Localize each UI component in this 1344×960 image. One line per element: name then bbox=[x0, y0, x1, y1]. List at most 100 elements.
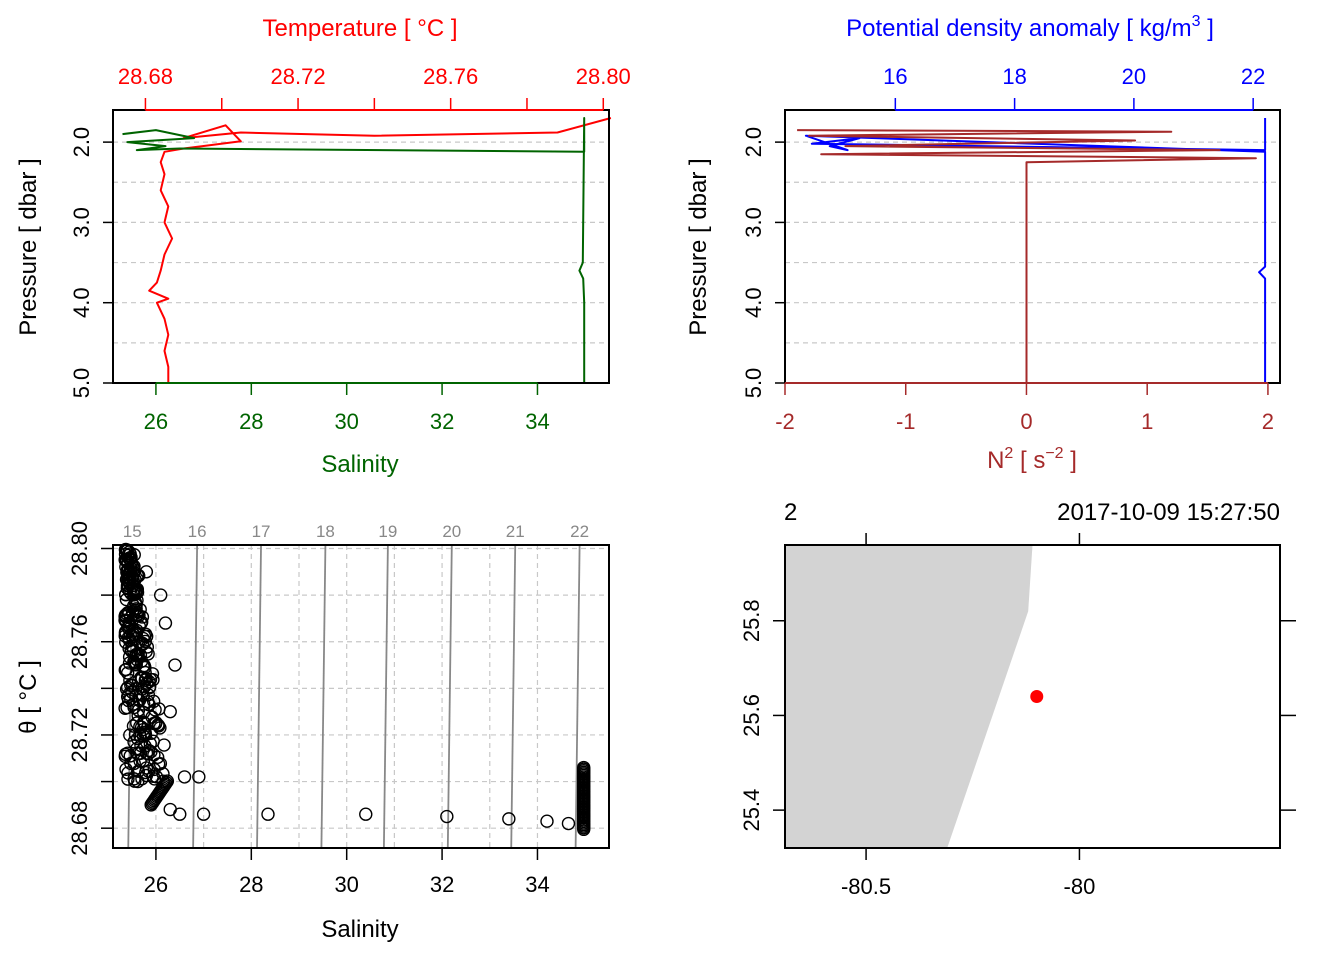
pressure-tick-label: 5.0 bbox=[741, 368, 766, 399]
ts-point bbox=[261, 807, 275, 821]
ts-point bbox=[120, 700, 134, 715]
top-axis-tick-label: 18 bbox=[1002, 64, 1026, 89]
isopycnal-line bbox=[382, 544, 389, 849]
temperature-axis-title: Temperature [ °C ] bbox=[263, 15, 458, 42]
pressure-tick-label: 5.0 bbox=[69, 368, 94, 399]
ts-point bbox=[440, 809, 454, 824]
ts-scatter-points bbox=[118, 542, 591, 837]
isopycnal-line bbox=[574, 544, 581, 849]
ts-point bbox=[126, 578, 140, 593]
ts-point bbox=[147, 748, 161, 762]
pressure-axis-title-2: Pressure [ dbar ] bbox=[685, 158, 712, 335]
ts-point bbox=[177, 770, 192, 784]
ts-x-tick-label: 28 bbox=[239, 872, 263, 897]
profile-ts-axes: 2.0 3.0 4.0 5.0 28.68 28.72 28.76 28.80 26 28 30 32… bbox=[69, 64, 631, 434]
ts-point bbox=[122, 566, 136, 580]
density-axis-title-exponent: 3 bbox=[1192, 13, 1201, 30]
ts-point bbox=[122, 576, 136, 590]
ts-point bbox=[119, 552, 133, 566]
ts-point bbox=[192, 770, 206, 784]
ts-point bbox=[121, 630, 136, 645]
latitude-tick-label: 25.8 bbox=[739, 599, 764, 642]
ts-point bbox=[118, 663, 132, 677]
pressure-tick-label: 2.0 bbox=[741, 127, 766, 158]
ts-point bbox=[135, 772, 149, 786]
salinity-line bbox=[122, 117, 586, 383]
ts-point bbox=[138, 725, 152, 739]
pressure-tick-label: 4.0 bbox=[741, 287, 766, 318]
isopycnal-label: 18 bbox=[316, 522, 335, 541]
ts-diagram-frame bbox=[112, 544, 610, 849]
theta-axis-title: θ [ °C ] bbox=[15, 660, 42, 734]
profile-density-panel: 2.0 3.0 4.0 5.0 16 18 20 22 -2 -1 0 1 2 Potential de… bbox=[685, 13, 1281, 474]
ts-point bbox=[152, 719, 166, 733]
ts-point bbox=[157, 778, 172, 793]
longitude-tick-label: -80 bbox=[1064, 874, 1096, 899]
top-axis-tick-label: 28.68 bbox=[118, 64, 173, 89]
profile-density-axes: 2.0 3.0 4.0 5.0 16 18 20 22 -2 -1 0 1 2 bbox=[741, 64, 1274, 434]
bottom-axis-tick-label: 30 bbox=[334, 409, 358, 434]
ts-point bbox=[196, 807, 211, 821]
ts-point bbox=[128, 595, 143, 609]
ts-point bbox=[119, 588, 133, 602]
pressure-axis-title: Pressure [ dbar ] bbox=[15, 158, 42, 335]
station-time-label: 2017-10-09 15:27:50 bbox=[1057, 499, 1280, 526]
station-map-panel: -80.5 -80 25.4 25.6 25.8 2 2017-10-09 15:27:… bbox=[739, 499, 1296, 899]
top-axis-tick-label: 22 bbox=[1241, 64, 1265, 89]
ts-salinity-axis-title: Salinity bbox=[321, 916, 398, 943]
pressure-tick-label: 4.0 bbox=[69, 287, 94, 318]
bottom-axis-tick-label: 32 bbox=[430, 409, 454, 434]
ts-point bbox=[159, 775, 174, 790]
ts-point bbox=[168, 658, 182, 672]
ts-x-tick-label: 32 bbox=[430, 872, 454, 897]
ts-point bbox=[143, 680, 157, 694]
ts-diagram-grid bbox=[113, 545, 609, 848]
station-number-label: 2 bbox=[784, 499, 797, 526]
bottom-axis-tick-label: 0 bbox=[1020, 409, 1032, 434]
ts-y-tick-label: 28.76 bbox=[67, 614, 92, 669]
ts-point bbox=[577, 760, 591, 775]
ts-point bbox=[145, 710, 159, 724]
ts-point bbox=[540, 814, 554, 828]
latitude-tick-label: 25.6 bbox=[739, 694, 764, 737]
ts-point bbox=[130, 741, 144, 756]
bottom-axis-tick-label: 1 bbox=[1141, 409, 1153, 434]
isopycnal-line bbox=[320, 544, 327, 849]
n2-line bbox=[797, 129, 1257, 383]
isopycnal-label: 15 bbox=[123, 522, 142, 541]
ts-point bbox=[561, 816, 576, 831]
longitude-tick-label: -80.5 bbox=[841, 874, 891, 899]
ts-diagram-panel: 15 16 17 18 19 20 21 22 26 28 30 32 34 28.68 28.72 28.… bbox=[15, 521, 610, 943]
ts-point bbox=[136, 705, 151, 720]
isopycnal-label: 19 bbox=[378, 522, 397, 541]
ts-point bbox=[127, 548, 141, 562]
ts-point bbox=[121, 620, 135, 635]
ts-point bbox=[129, 688, 143, 703]
ts-point bbox=[118, 613, 132, 628]
ts-point bbox=[120, 690, 135, 704]
ts-point bbox=[120, 666, 135, 680]
bottom-axis-tick-label: 2 bbox=[1262, 409, 1274, 434]
ts-diagram-axes: 26 28 30 32 34 28.68 28.72 28.76 28.80 bbox=[67, 521, 550, 897]
top-axis-tick-label: 16 bbox=[883, 64, 907, 89]
ts-point bbox=[123, 728, 137, 742]
station-marker bbox=[1030, 690, 1044, 703]
ts-point bbox=[153, 588, 168, 602]
ts-point bbox=[122, 622, 136, 636]
ts-point bbox=[139, 565, 154, 579]
isopycnal-line bbox=[256, 544, 262, 849]
ts-point bbox=[123, 561, 138, 575]
profile-ts-grid bbox=[113, 141, 609, 384]
isopycnal-label: 22 bbox=[570, 522, 589, 541]
ts-point bbox=[119, 592, 134, 607]
ts-point bbox=[153, 756, 168, 771]
ts-point bbox=[136, 688, 150, 703]
profile-density-grid bbox=[785, 141, 1280, 384]
isopycnal-line bbox=[510, 544, 517, 849]
ts-point bbox=[359, 807, 373, 821]
pressure-tick-label: 2.0 bbox=[69, 127, 94, 158]
ts-point bbox=[141, 647, 155, 661]
pressure-tick-label: 3.0 bbox=[741, 207, 766, 238]
latitude-tick-label: 25.4 bbox=[739, 789, 764, 832]
